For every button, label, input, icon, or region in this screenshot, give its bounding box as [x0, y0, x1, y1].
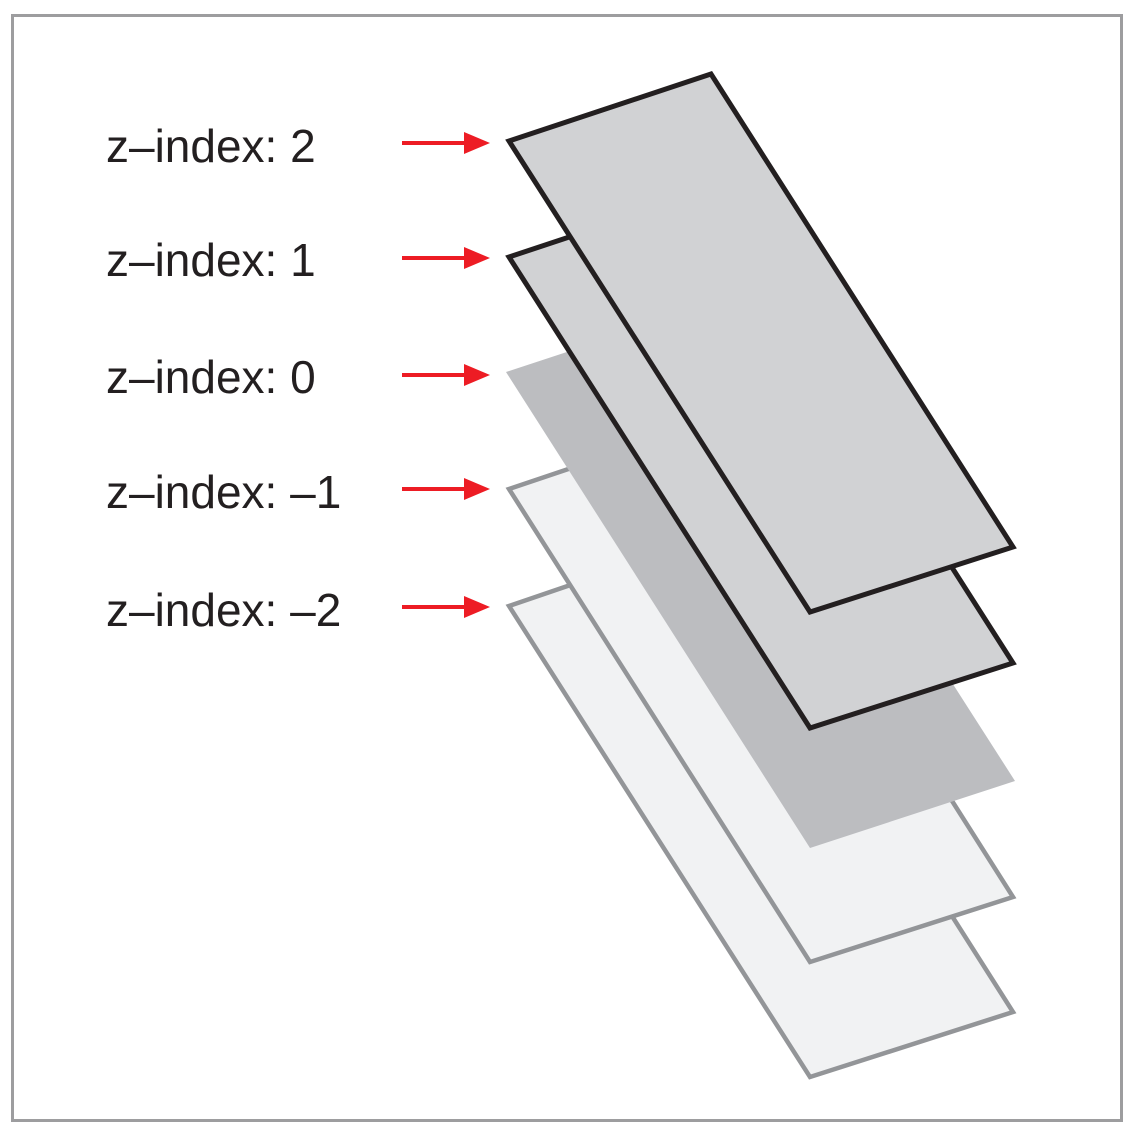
arrow-right-icon [402, 364, 490, 386]
plane-z-2 [505, 71, 1017, 615]
arrow-right-icon [402, 247, 490, 269]
label-z-2: z–index: 2 [106, 120, 316, 172]
arrow-right-icon [402, 132, 490, 154]
arrow-right-icon [402, 596, 490, 618]
label-z-minus-2: z–index: –2 [106, 584, 341, 636]
arrow-right-icon [402, 478, 490, 500]
label-z-0: z–index: 0 [106, 351, 316, 403]
label-z-1: z–index: 1 [106, 234, 316, 286]
label-z-minus-1: z–index: –1 [106, 466, 341, 518]
diagram-frame [11, 14, 1123, 1122]
